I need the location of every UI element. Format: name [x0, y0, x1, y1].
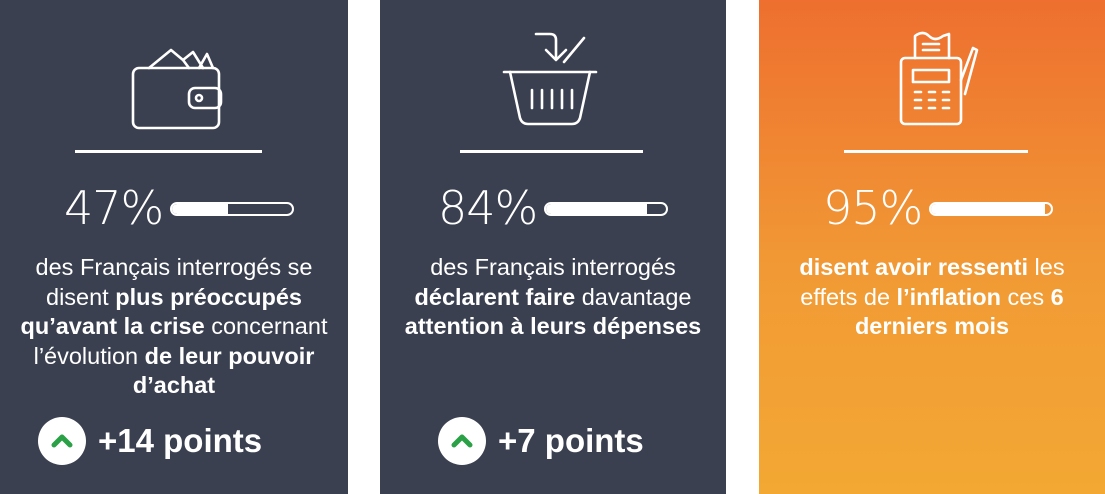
progress-fill: [546, 204, 647, 214]
change-label: +14 points: [98, 422, 263, 459]
description: des Français interrogés se disent plus p…: [18, 253, 330, 401]
change-badge: +14 points: [38, 417, 262, 465]
description-emphasis: de leur pouvoir d’achat: [132, 342, 315, 399]
stat-row: 47%: [0, 180, 348, 240]
description-text: les effets de: [800, 254, 1065, 310]
change-label: +7 points: [498, 422, 644, 459]
percentage: 84%: [438, 181, 538, 235]
percentage: 95%: [823, 181, 923, 235]
description: disent avoir ressenti les effets de l’in…: [777, 253, 1087, 342]
description-text: davantage: [575, 283, 692, 310]
stat-row: 95%: [759, 180, 1105, 240]
description-emphasis: attention à leurs dépenses: [404, 313, 702, 339]
up-arrow-icon: [38, 417, 86, 465]
shopping-basket-icon: [380, 28, 726, 132]
description-text: concernant l’évolution: [33, 313, 328, 369]
description-emphasis: déclarent faire: [414, 283, 576, 310]
stat-card-spending-attention: 84% des Français interrogés déclarent fa…: [380, 0, 726, 494]
progress-bar: [929, 202, 1053, 216]
progress-bar: [170, 202, 294, 216]
progress-fill: [931, 204, 1045, 214]
percentage: 47%: [64, 181, 164, 235]
stat-row: 84%: [380, 180, 726, 240]
description-emphasis: 6 derniers mois: [854, 283, 1064, 340]
divider: [844, 150, 1028, 153]
up-arrow-icon: [438, 417, 486, 465]
progress-bar: [544, 202, 668, 216]
description-emphasis: plus préoccupés qu’avant la crise: [20, 283, 303, 340]
change-badge: +7 points: [438, 417, 644, 465]
description-text: ces: [1000, 283, 1051, 310]
stat-card-inflation: 95% disent avoir ressenti les effets de …: [759, 0, 1105, 494]
description-emphasis: l’inflation: [896, 283, 1001, 310]
description-text: des Français interrogés: [430, 254, 676, 280]
divider: [460, 150, 643, 153]
description: des Français interrogés déclarent faire …: [398, 253, 708, 342]
payment-terminal-icon: [759, 28, 1105, 132]
progress-fill: [172, 204, 229, 214]
divider: [75, 150, 262, 153]
wallet-icon: [0, 28, 348, 132]
description-text: des Français interrogés se disent: [35, 254, 313, 310]
description-emphasis: disent avoir ressenti: [799, 254, 1028, 280]
stat-card-purchasing-power: 47% des Français interrogés se disent pl…: [0, 0, 348, 494]
